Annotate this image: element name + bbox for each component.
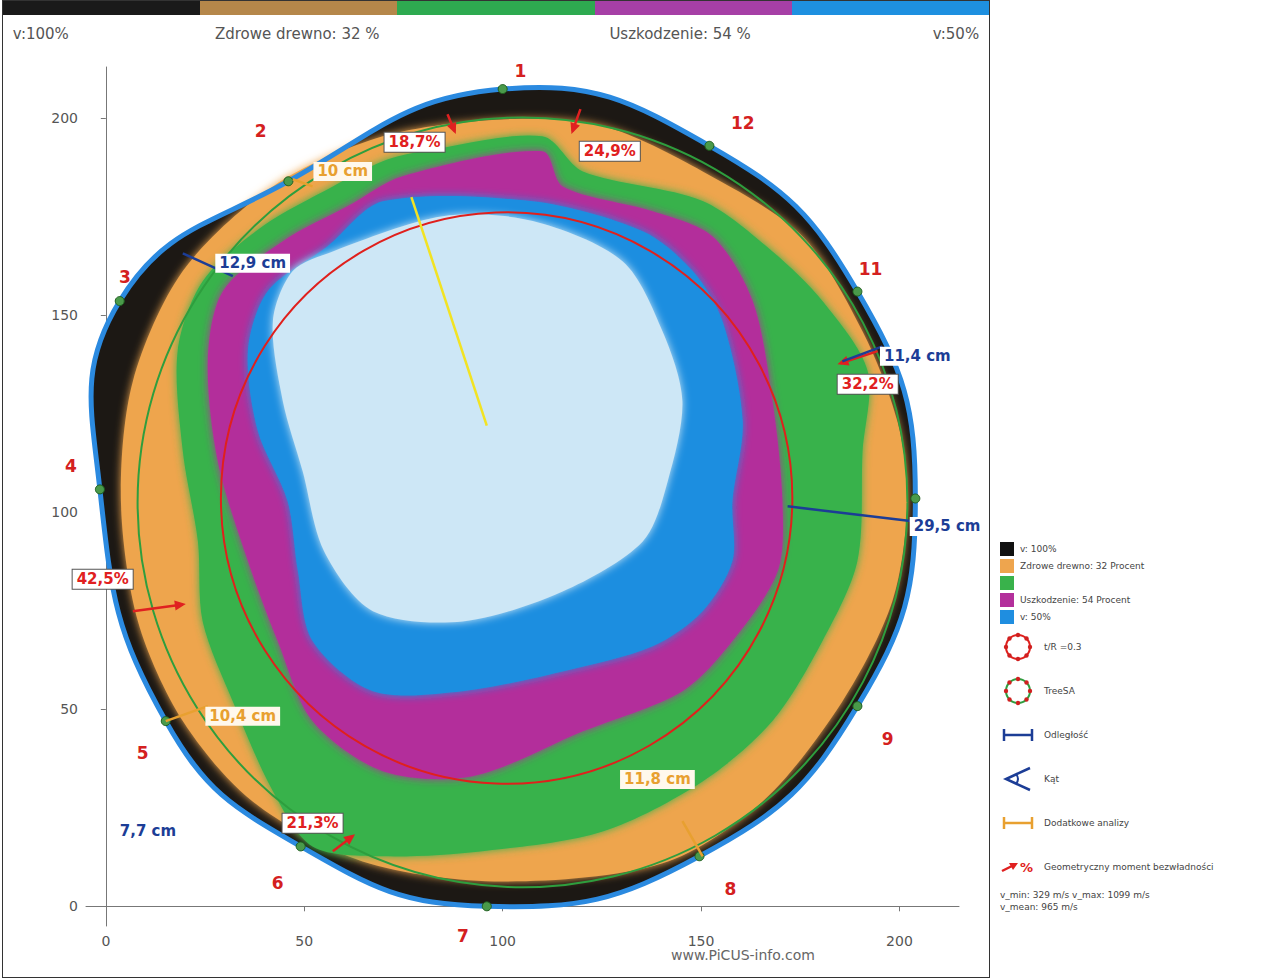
html-text:www.PiCUS-info.com: www.PiCUS-info.com — [671, 947, 815, 963]
html-text:Zdrowe drewno: 32 %: Zdrowe drewno: 32 % — [215, 25, 380, 43]
html-text:v_mean: 965 m/s: v_mean: 965 m/s — [1000, 902, 1078, 912]
html-text:Dodatkowe analizy: Dodatkowe analizy — [1044, 818, 1130, 828]
html-text:TreeSA: TreeSA — [1044, 686, 1075, 696]
svg-text:10,4 cm: 10,4 cm — [209, 707, 276, 725]
html-text:v_min: 329 m/s v_max: 1099 m/s: v_min: 329 m/s v_max: 1099 m/s — [1000, 890, 1150, 900]
html-text:Geometryczny moment bezwładnoś: Geometryczny moment bezwładności — [1044, 862, 1214, 872]
html-text:v:50%: v:50% — [932, 25, 980, 43]
svg-text:2: 2 — [255, 121, 267, 141]
html-text:Kąt: Kąt — [1044, 774, 1059, 784]
svg-text:0: 0 — [69, 898, 78, 914]
svg-text:24,9%: 24,9% — [584, 142, 636, 160]
svg-text:3: 3 — [119, 267, 131, 287]
html-text:Odległość: Odległość — [1044, 730, 1089, 740]
svg-text:11,8 cm: 11,8 cm — [624, 770, 691, 788]
svg-text:12: 12 — [731, 113, 755, 133]
svg-text:42,5%: 42,5% — [77, 570, 129, 588]
svg-text:150: 150 — [688, 933, 715, 949]
svg-text:200: 200 — [51, 110, 78, 126]
svg-text:29,5 cm: 29,5 cm — [914, 517, 981, 535]
svg-text:7: 7 — [457, 926, 469, 946]
svg-text:5: 5 — [137, 743, 149, 763]
svg-text:7,7 cm: 7,7 cm — [120, 822, 176, 840]
svg-text:21,3%: 21,3% — [287, 814, 339, 832]
svg-text:9: 9 — [882, 729, 894, 749]
svg-text:100: 100 — [489, 933, 516, 949]
svg-text:11: 11 — [859, 259, 883, 279]
svg-text:10 cm: 10 cm — [317, 162, 368, 180]
svg-text:50: 50 — [60, 701, 78, 717]
svg-text:18,7%: 18,7% — [389, 133, 441, 151]
svg-text:150: 150 — [51, 307, 78, 323]
svg-text:1: 1 — [515, 61, 527, 81]
svg-text:100: 100 — [51, 504, 78, 520]
svg-text:12,9 cm: 12,9 cm — [219, 254, 286, 272]
svg-text:32,2%: 32,2% — [842, 375, 894, 393]
svg-text:8: 8 — [725, 879, 737, 899]
html-text:Uszkodzenie: 54 Procent: Uszkodzenie: 54 Procent — [1020, 594, 1131, 605]
html-text:t/R =0.3: t/R =0.3 — [1044, 642, 1082, 652]
svg-text:4: 4 — [65, 456, 77, 476]
html-text:Uszkodzenie: 54 %: Uszkodzenie: 54 % — [609, 25, 751, 43]
html-text:v: 50%: v: 50% — [1020, 611, 1051, 622]
svg-text:50: 50 — [295, 933, 313, 949]
svg-text:11,4 cm: 11,4 cm — [884, 347, 951, 365]
svg-text:%: % — [1020, 860, 1033, 875]
html-text:Zdrowe drewno: 32 Procent: Zdrowe drewno: 32 Procent — [1020, 560, 1145, 571]
svg-text:6: 6 — [272, 873, 284, 893]
svg-text:200: 200 — [886, 933, 913, 949]
svg-text:0: 0 — [101, 933, 110, 949]
html-text:v: 100%: v: 100% — [1020, 543, 1057, 554]
html-text:v:100%: v:100% — [12, 25, 69, 43]
